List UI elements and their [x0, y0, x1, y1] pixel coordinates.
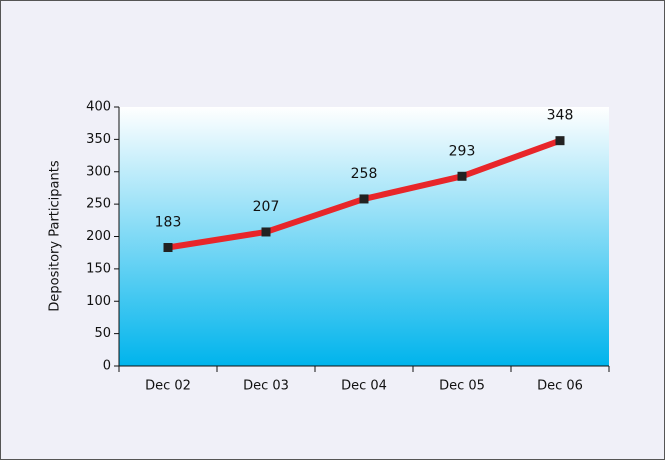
x-tick-label: Dec 04 [341, 379, 387, 394]
y-tick-label: 50 [94, 326, 111, 341]
x-tick-label: Dec 05 [439, 379, 485, 394]
marker [457, 171, 467, 181]
y-tick-label: 200 [86, 229, 111, 244]
marker [359, 194, 369, 204]
y-tick-label: 150 [86, 261, 111, 276]
marker [163, 243, 173, 253]
y-tick-label: 400 [86, 100, 111, 115]
data-label: 207 [253, 199, 280, 215]
y-tick-label: 250 [86, 197, 111, 212]
data-label: 258 [351, 166, 378, 182]
data-label: 348 [547, 108, 574, 124]
data-label: 183 [155, 215, 182, 231]
y-tick-label: 0 [103, 359, 111, 374]
y-axis-label: Depository Participants [48, 160, 63, 311]
y-tick-label: 100 [86, 294, 111, 309]
x-tick-label: Dec 02 [145, 379, 191, 394]
plot-area [119, 107, 609, 366]
x-tick-label: Dec 06 [537, 379, 583, 394]
y-tick-label: 300 [86, 164, 111, 179]
x-tick-label: Dec 03 [243, 379, 289, 394]
marker [555, 136, 565, 146]
data-label: 293 [449, 143, 476, 159]
marker [261, 227, 271, 237]
y-tick-label: 350 [86, 132, 111, 147]
